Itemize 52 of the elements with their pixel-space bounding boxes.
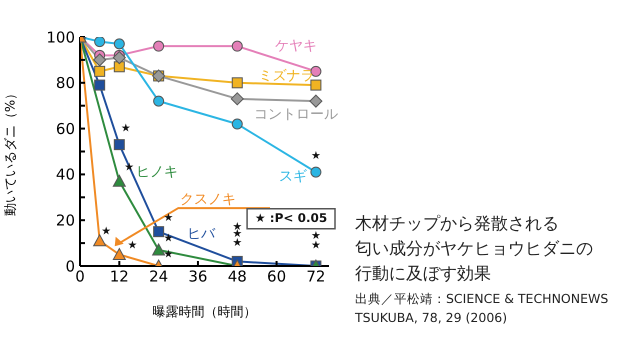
x-tick-label: 60 <box>267 268 286 286</box>
point <box>309 94 322 108</box>
point <box>94 80 106 91</box>
y-tick-label: 20 <box>56 212 75 230</box>
annotation: ★ <box>164 210 174 224</box>
y-tick-label: 60 <box>56 120 75 138</box>
x-tick-label: 36 <box>188 268 208 286</box>
point <box>94 37 106 48</box>
point <box>153 96 164 107</box>
point <box>232 118 243 130</box>
y-tick-label: 40 <box>56 166 75 184</box>
x-tick-label: 48 <box>228 268 247 286</box>
series-label: ヒバ <box>187 226 216 242</box>
point <box>112 248 126 260</box>
point <box>93 234 106 246</box>
annotation: ★ <box>101 224 112 238</box>
point <box>153 40 164 52</box>
annotation: ★ <box>120 122 131 135</box>
annotation: ★ <box>232 236 242 250</box>
x-tick-label: 72 <box>306 268 326 286</box>
series-label: スギ <box>278 168 307 185</box>
text: 匂い成分がヤケヒョウヒダニの行動に及ぼす効果 <box>355 238 594 286</box>
point <box>114 61 125 72</box>
series-label: コントロール <box>254 106 338 123</box>
series-label: ミズナラ <box>258 68 314 84</box>
text: クスノキ <box>180 191 236 208</box>
x-tick-label: 24 <box>149 268 168 286</box>
point <box>152 243 166 256</box>
point <box>112 174 126 187</box>
y-tick-label: 100 <box>46 28 75 46</box>
point <box>232 77 243 88</box>
text: 木材チップから発散される <box>355 213 560 236</box>
y-tick-label: 80 <box>56 74 75 92</box>
point <box>114 139 125 150</box>
y-axis-title: 動いているダニ（%） <box>4 86 19 216</box>
point <box>93 53 106 66</box>
point <box>310 166 322 178</box>
source-note: 出典／平松靖：SCIENCE & TECHNONEWS TSUKUBA, 78, 29 (2006) <box>355 290 610 327</box>
annotation: ★ :P< 0.05 <box>254 211 328 226</box>
point <box>153 226 164 238</box>
point <box>230 92 244 106</box>
annotation: ★ <box>127 238 138 252</box>
x-axis-title: 曝露時間（時間） <box>152 305 256 320</box>
x-tick-label: 12 <box>110 268 129 286</box>
point <box>112 51 126 64</box>
point <box>310 80 322 91</box>
annotation: ★ <box>310 149 321 162</box>
series-label: ヒノキ <box>136 164 178 180</box>
point <box>232 40 243 52</box>
point <box>94 66 106 77</box>
point <box>114 38 125 50</box>
series-label: ケヤキ <box>275 38 318 54</box>
